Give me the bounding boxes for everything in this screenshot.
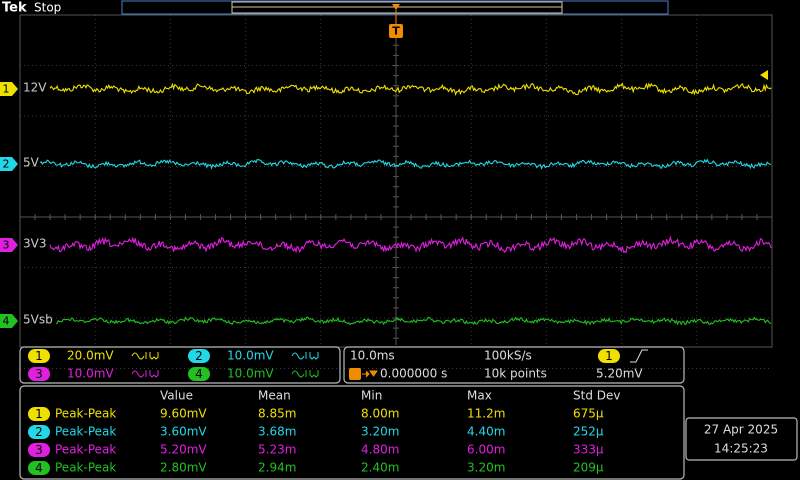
- measurement-value: 252μ: [573, 425, 604, 439]
- trace: [49, 235, 772, 254]
- channel-label: 5V: [23, 156, 40, 170]
- column-header: Value: [160, 389, 193, 403]
- channel-badge[interactable]: [188, 367, 210, 381]
- row-name: Peak-Peak: [55, 425, 116, 439]
- trace: [49, 82, 772, 97]
- measurement-value: 9.60mV: [160, 407, 207, 421]
- trigger-level: 5.20mV: [596, 367, 643, 381]
- row-name: Peak-Peak: [55, 443, 116, 457]
- measurement-value: 3.20m: [361, 425, 399, 439]
- panel-content: 1 20.0mV 2 10.0mV 3 10.0mV 4 10.0mV Value Mean Min…: [28, 349, 620, 475]
- measurement-panel[interactable]: [19, 385, 685, 480]
- row-source: 2: [35, 425, 43, 439]
- trigger-pos-icon: [349, 368, 361, 380]
- trigger-source-badge: [598, 349, 620, 363]
- column-header: Min: [361, 389, 382, 403]
- channel-number: 2: [3, 158, 10, 171]
- measurement-value: 11.2m: [467, 407, 505, 421]
- channel-badge[interactable]: [28, 425, 50, 439]
- row-name: Peak-Peak: [55, 407, 116, 421]
- trigger-badge[interactable]: [389, 24, 403, 38]
- channel-number: 1: [3, 83, 10, 96]
- slope-icon: [630, 349, 648, 363]
- row-source: 3: [35, 443, 43, 457]
- trigger-arrow: [392, 4, 400, 10]
- channel-scale: 10.0mV: [67, 367, 114, 381]
- channel-badge[interactable]: [0, 82, 18, 96]
- measurement-value: 2.40m: [361, 461, 399, 475]
- channel-scale: 10.0mV: [227, 367, 274, 381]
- measurement-value: 3.68m: [258, 425, 296, 439]
- channel-number: 4: [195, 367, 203, 381]
- vertical-panel[interactable]: [19, 346, 341, 384]
- acq-status[interactable]: Stop: [34, 1, 61, 15]
- date: 27 Apr 2025: [704, 423, 778, 437]
- channel-number: 1: [35, 349, 43, 363]
- measurement-value: 2.80mV: [160, 461, 207, 475]
- measurement-value: 4.40m: [467, 425, 505, 439]
- column-header: Std Dev: [573, 389, 620, 403]
- measurement-value: 675μ: [573, 407, 604, 421]
- row-source: 1: [35, 407, 43, 421]
- column-header: Max: [467, 389, 492, 403]
- trigger-marker: T: [392, 25, 400, 38]
- measurement-value: 8.85m: [258, 407, 296, 421]
- trigger-source: 1: [605, 349, 613, 363]
- channel-number: 2: [195, 349, 203, 363]
- measurement-value: 5.20mV: [160, 443, 207, 457]
- measurement-value: 2.94m: [258, 461, 296, 475]
- trigger-pos-arrow: [362, 370, 378, 378]
- measurement-value: 5.23m: [258, 443, 296, 457]
- measurement-value: 333μ: [573, 443, 604, 457]
- column-header: Mean: [258, 389, 291, 403]
- trace: [39, 158, 772, 170]
- channel-badge[interactable]: [188, 349, 210, 363]
- channel-label: 5Vsb: [23, 313, 53, 327]
- measurement-value: 209μ: [573, 461, 604, 475]
- channel-badge[interactable]: [28, 461, 50, 475]
- measurement-value: 8.00m: [361, 407, 399, 421]
- channel-number: 4: [3, 315, 10, 328]
- channel-badge[interactable]: [28, 407, 50, 421]
- channel-badge[interactable]: [0, 157, 18, 171]
- channel-number: 3: [3, 239, 10, 252]
- bw-icon: [131, 352, 159, 360]
- measurement-value: 3.60mV: [160, 425, 207, 439]
- channel-scale: 20.0mV: [67, 349, 114, 363]
- sample-rate: 100kS/s: [484, 349, 532, 363]
- bw-icon: [131, 370, 159, 378]
- channel-badge[interactable]: [28, 443, 50, 457]
- record-bar: [121, 0, 669, 15]
- channel-scale: 10.0mV: [227, 349, 274, 363]
- measurement-value: 3.20m: [467, 461, 505, 475]
- row-source: 4: [35, 461, 43, 475]
- record-length: 10k points: [484, 367, 547, 381]
- bw-icon: [291, 370, 319, 378]
- channel-badge[interactable]: [28, 367, 50, 381]
- channel-label: 3V3: [23, 237, 46, 251]
- trigger-level-marker: [760, 70, 768, 80]
- channel-label: 12V: [23, 81, 47, 95]
- horizontal-scale: 10.0ms: [350, 349, 395, 363]
- channel-badge[interactable]: [0, 314, 18, 328]
- row-name: Peak-Peak: [55, 461, 116, 475]
- bw-icon: [291, 352, 319, 360]
- measurement-value: 6.00m: [467, 443, 505, 457]
- time: 14:25:23: [714, 442, 768, 456]
- measurement-value: 4.80m: [361, 443, 399, 457]
- brand: Tek: [2, 1, 27, 16]
- channel-badge[interactable]: [28, 349, 50, 363]
- horizontal-panel[interactable]: [343, 346, 685, 384]
- channel-badge[interactable]: [0, 238, 18, 252]
- datetime-panel[interactable]: [685, 417, 798, 461]
- channel-number: 3: [35, 367, 43, 381]
- traces: 1 12V 2 5V 3 3V3 4 5Vsb: [0, 81, 772, 328]
- trigger-position: 0.000000 s: [380, 367, 447, 381]
- trace: [55, 316, 772, 326]
